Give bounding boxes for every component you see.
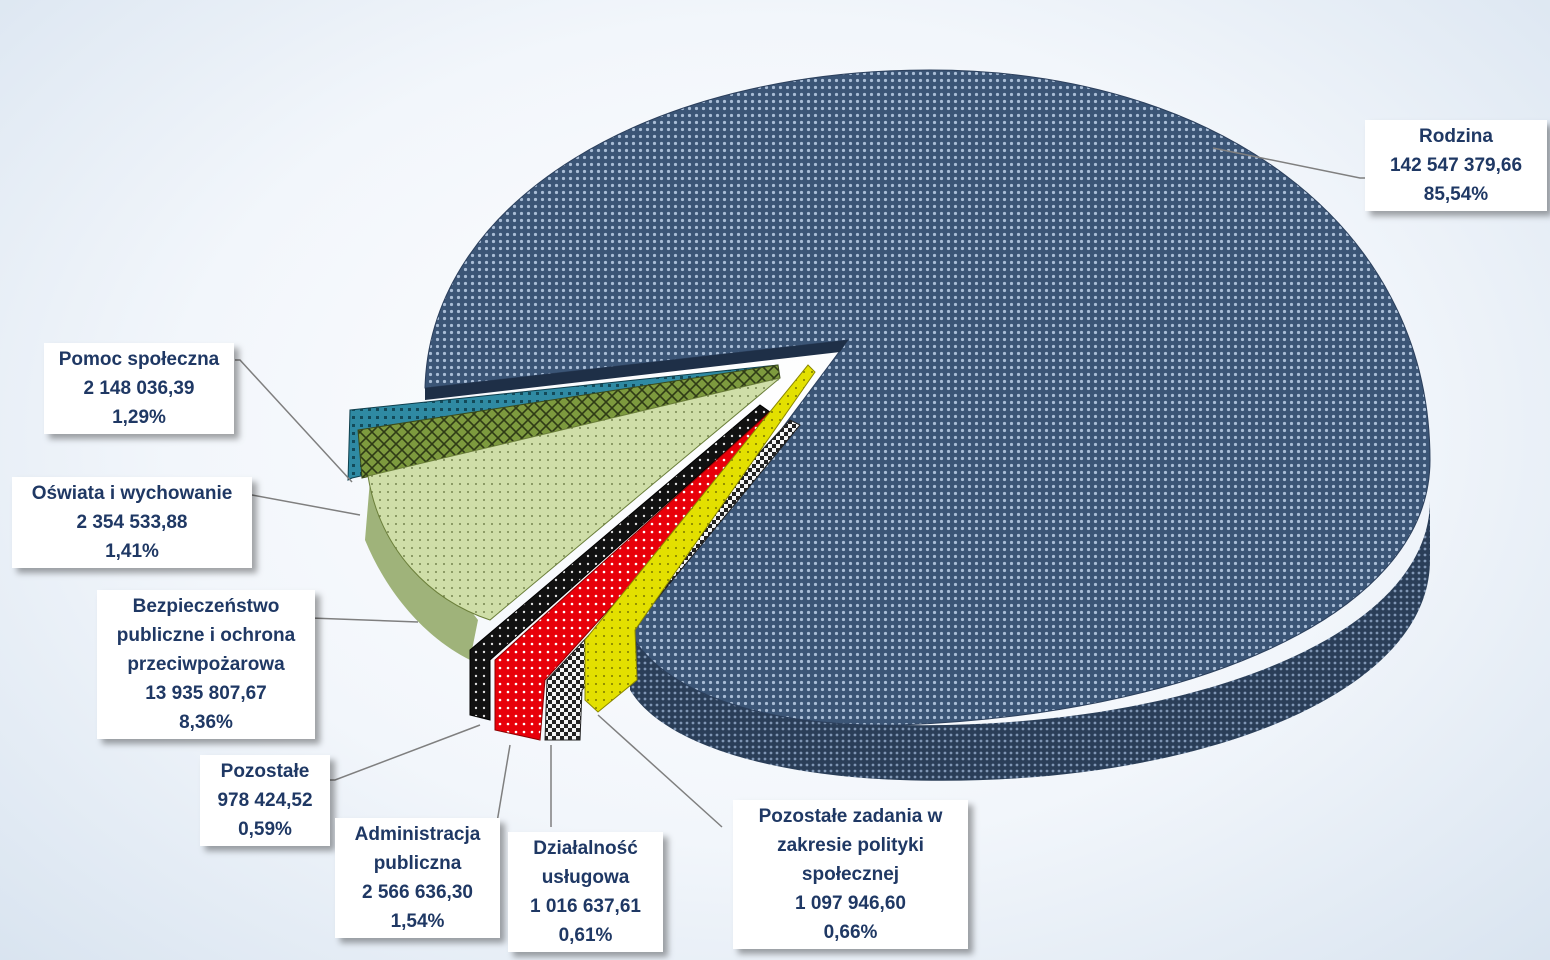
data-label-rodzina: Rodzina 142 547 379,66 85,54%	[1365, 120, 1547, 211]
leader-pozostale	[330, 724, 481, 781]
slice-bezp	[367, 377, 781, 621]
data-label-administracja: Administracja publiczna 2 566 636,30 1,5…	[335, 818, 500, 938]
slice-side-rodzina	[630, 500, 1430, 781]
slice-pozostale	[469, 404, 771, 721]
data-label-pozostale-zadania: Pozostałe zadania w zakresie polityki sp…	[733, 800, 968, 949]
leader-pomoc	[235, 359, 353, 483]
data-label-pomoc-spoleczna: Pomoc społeczna 2 148 036,39 1,29%	[44, 343, 234, 434]
data-label-dzialalnosc: Działalność usługowa 1 016 637,61 0,61%	[508, 832, 663, 952]
slice-dzial	[544, 419, 801, 741]
slice-rodzina-cut	[425, 340, 848, 400]
slice-pozzad	[584, 364, 816, 713]
data-label-bezpieczenstwo: Bezpieczeństwo publiczne i ochrona przec…	[97, 590, 315, 739]
data-label-oswiata: Oświata i wychowanie 2 354 533,88 1,41%	[12, 477, 252, 568]
leader-rodzina	[1212, 147, 1365, 179]
leader-oswiata	[245, 494, 361, 516]
data-label-pozostale: Pozostałe 978 424,52 0,59%	[200, 755, 330, 846]
slice-rodzina	[424, 69, 1431, 726]
leader-pozzad	[597, 714, 723, 828]
